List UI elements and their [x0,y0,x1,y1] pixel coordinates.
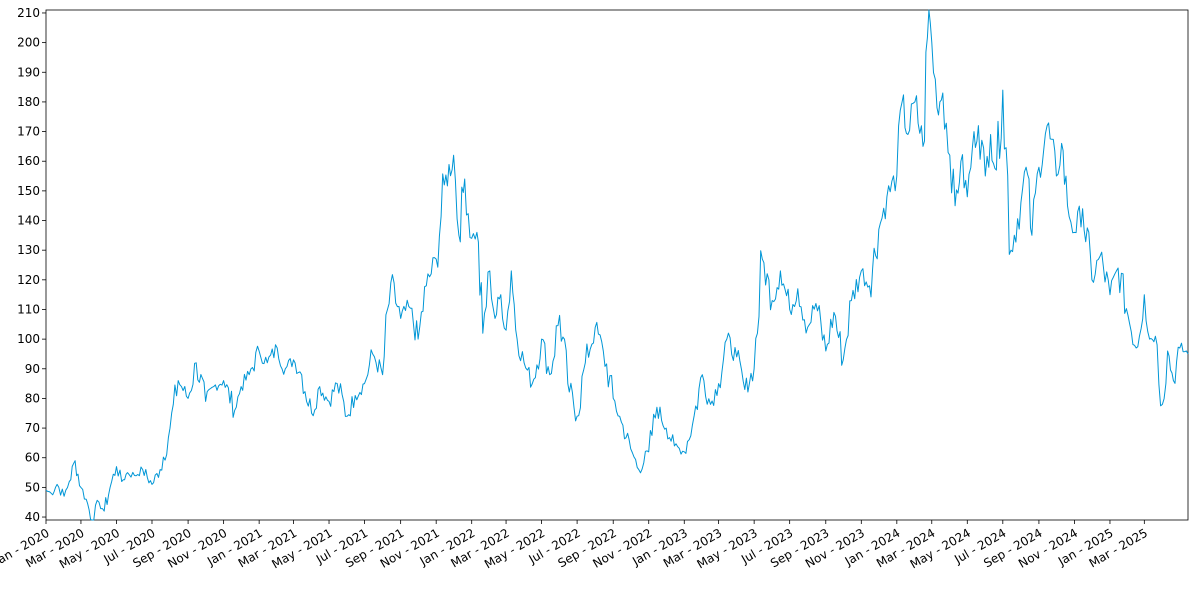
y-tick-label: 140 [17,214,40,228]
y-tick-label: 80 [25,391,40,405]
y-tick-label: 70 [25,421,40,435]
y-tick-label: 100 [17,332,40,346]
y-tick-label: 110 [17,302,40,316]
y-tick-label: 90 [25,362,40,376]
plot-frame [45,9,1189,521]
y-tick-label: 120 [17,273,40,287]
y-tick-label: 150 [17,184,40,198]
y-tick-label: 190 [17,65,40,79]
y-tick-label: 130 [17,243,40,257]
y-tick-label: 60 [25,451,40,465]
axes-frame [45,9,1189,521]
series-line [45,9,1189,521]
y-tick-label: 210 [17,6,40,20]
y-axis: 40 50 60 70 80 90 100 110 120 130 140 150 160 170 180 1… [17,6,46,524]
y-tick-label: 180 [17,95,40,109]
series-layer [45,9,1189,521]
y-tick-label: 160 [17,154,40,168]
y-tick-label: 50 [25,480,40,494]
y-tick-label: 200 [17,36,40,50]
y-tick-label: 170 [17,125,40,139]
y-tick-label: 40 [25,510,40,524]
